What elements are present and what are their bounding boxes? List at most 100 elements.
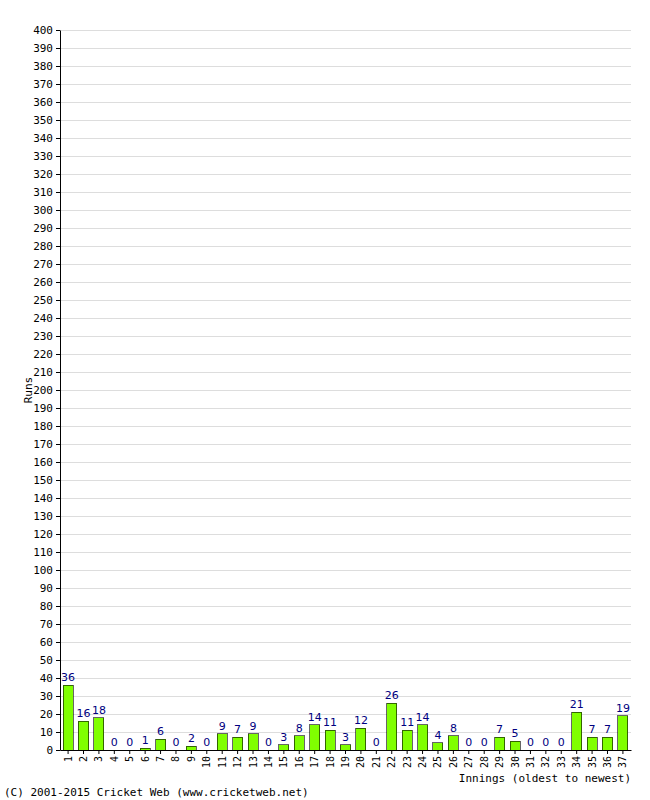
- tick: 2: [78, 750, 89, 762]
- data-label: 0: [558, 736, 565, 749]
- bar: [248, 734, 258, 750]
- grid-line: [60, 300, 631, 301]
- tick-mark: [56, 696, 60, 697]
- grid-line: [60, 660, 631, 661]
- tick-mark: [56, 678, 60, 679]
- data-label: 6: [157, 725, 164, 738]
- tick-label: 240: [33, 312, 53, 325]
- tick-label: 380: [33, 60, 53, 73]
- tick-label: 200: [33, 384, 53, 397]
- data-label: 21: [570, 698, 584, 711]
- tick-mark: [68, 750, 69, 754]
- grid-line: [60, 120, 631, 121]
- grid-line: [60, 642, 631, 643]
- tick-label: 8: [170, 756, 181, 762]
- tick-label: 21: [371, 756, 382, 768]
- x-axis: 1234567891011121314151617181920212223242…: [61, 750, 632, 768]
- bar: [587, 737, 597, 750]
- tick: 380: [33, 60, 60, 73]
- bar: [525, 750, 535, 751]
- grid-line: [60, 30, 631, 31]
- tick-mark: [56, 48, 60, 49]
- grid-line: [60, 372, 631, 373]
- tick-mark: [622, 750, 623, 754]
- tick: 340: [33, 132, 60, 145]
- tick-label: 28: [479, 756, 490, 768]
- tick-label: 280: [33, 240, 53, 253]
- grid-line: [60, 408, 631, 409]
- plot: 0102030405060708090100110120130140150160…: [33, 24, 631, 768]
- tick-mark: [56, 120, 60, 121]
- tick-mark: [56, 138, 60, 139]
- bars: [63, 685, 628, 750]
- tick-label: 9: [186, 756, 197, 762]
- grid-line: [60, 390, 631, 391]
- data-label: 0: [265, 736, 272, 749]
- tick-mark: [56, 30, 60, 31]
- tick: 37: [617, 750, 628, 768]
- tick-label: 20: [40, 708, 53, 721]
- grid-line: [60, 318, 631, 319]
- tick-label: 270: [33, 258, 53, 271]
- tick-label: 19: [340, 756, 351, 768]
- tick-mark: [407, 750, 408, 754]
- tick: 22: [386, 750, 397, 768]
- bar: [572, 712, 582, 750]
- tick: 8: [170, 750, 181, 762]
- tick-mark: [437, 750, 438, 754]
- tick-mark: [56, 228, 60, 229]
- tick-label: 220: [33, 348, 53, 361]
- tick-label: 370: [33, 78, 53, 91]
- grid-line: [60, 174, 631, 175]
- tick-mark: [56, 390, 60, 391]
- tick: 250: [33, 294, 60, 307]
- tick: 29: [494, 750, 505, 768]
- grid-line: [60, 246, 631, 247]
- tick-mark: [56, 516, 60, 517]
- tick-label: 12: [232, 756, 243, 768]
- data-label: 0: [111, 736, 118, 749]
- tick-mark: [314, 750, 315, 754]
- grid-line: [60, 462, 631, 463]
- tick: 9: [186, 750, 197, 762]
- grid-line: [60, 552, 631, 553]
- grid-line: [60, 102, 631, 103]
- bar: [479, 750, 489, 751]
- tick-mark: [56, 156, 60, 157]
- data-label: 1: [142, 734, 149, 747]
- tick-label: 110: [33, 546, 53, 559]
- tick-mark: [56, 66, 60, 67]
- tick-label: 320: [33, 168, 53, 181]
- tick: 31: [525, 750, 536, 768]
- grid-line: [60, 210, 631, 211]
- data-label: 3: [280, 731, 287, 744]
- tick-mark: [191, 750, 192, 754]
- tick: 320: [33, 168, 60, 181]
- grid-line: [60, 354, 631, 355]
- tick: 300: [33, 204, 60, 217]
- tick-label: 17: [309, 756, 320, 768]
- tick-mark: [391, 750, 392, 754]
- tick-label: 4: [109, 756, 120, 762]
- tick-label: 6: [140, 756, 151, 762]
- data-label: 0: [373, 736, 380, 749]
- tick: 33: [556, 750, 567, 768]
- tick: 310: [33, 186, 60, 199]
- data-label: 7: [234, 723, 241, 736]
- data-label: 16: [77, 707, 91, 720]
- tick: 210: [33, 366, 60, 379]
- tick-label: 34: [571, 756, 582, 768]
- bar: [156, 739, 166, 750]
- tick: 40: [40, 672, 60, 685]
- grid-line: [60, 444, 631, 445]
- tick: 10: [201, 750, 212, 768]
- tick-mark: [330, 750, 331, 754]
- tick-label: 7: [155, 756, 166, 762]
- bar: [541, 750, 551, 751]
- tick: 160: [33, 456, 60, 469]
- tick: 25: [432, 750, 443, 768]
- data-label: 8: [450, 722, 457, 735]
- grid-line: [60, 588, 631, 589]
- tick-mark: [56, 192, 60, 193]
- grid-line: [60, 606, 631, 607]
